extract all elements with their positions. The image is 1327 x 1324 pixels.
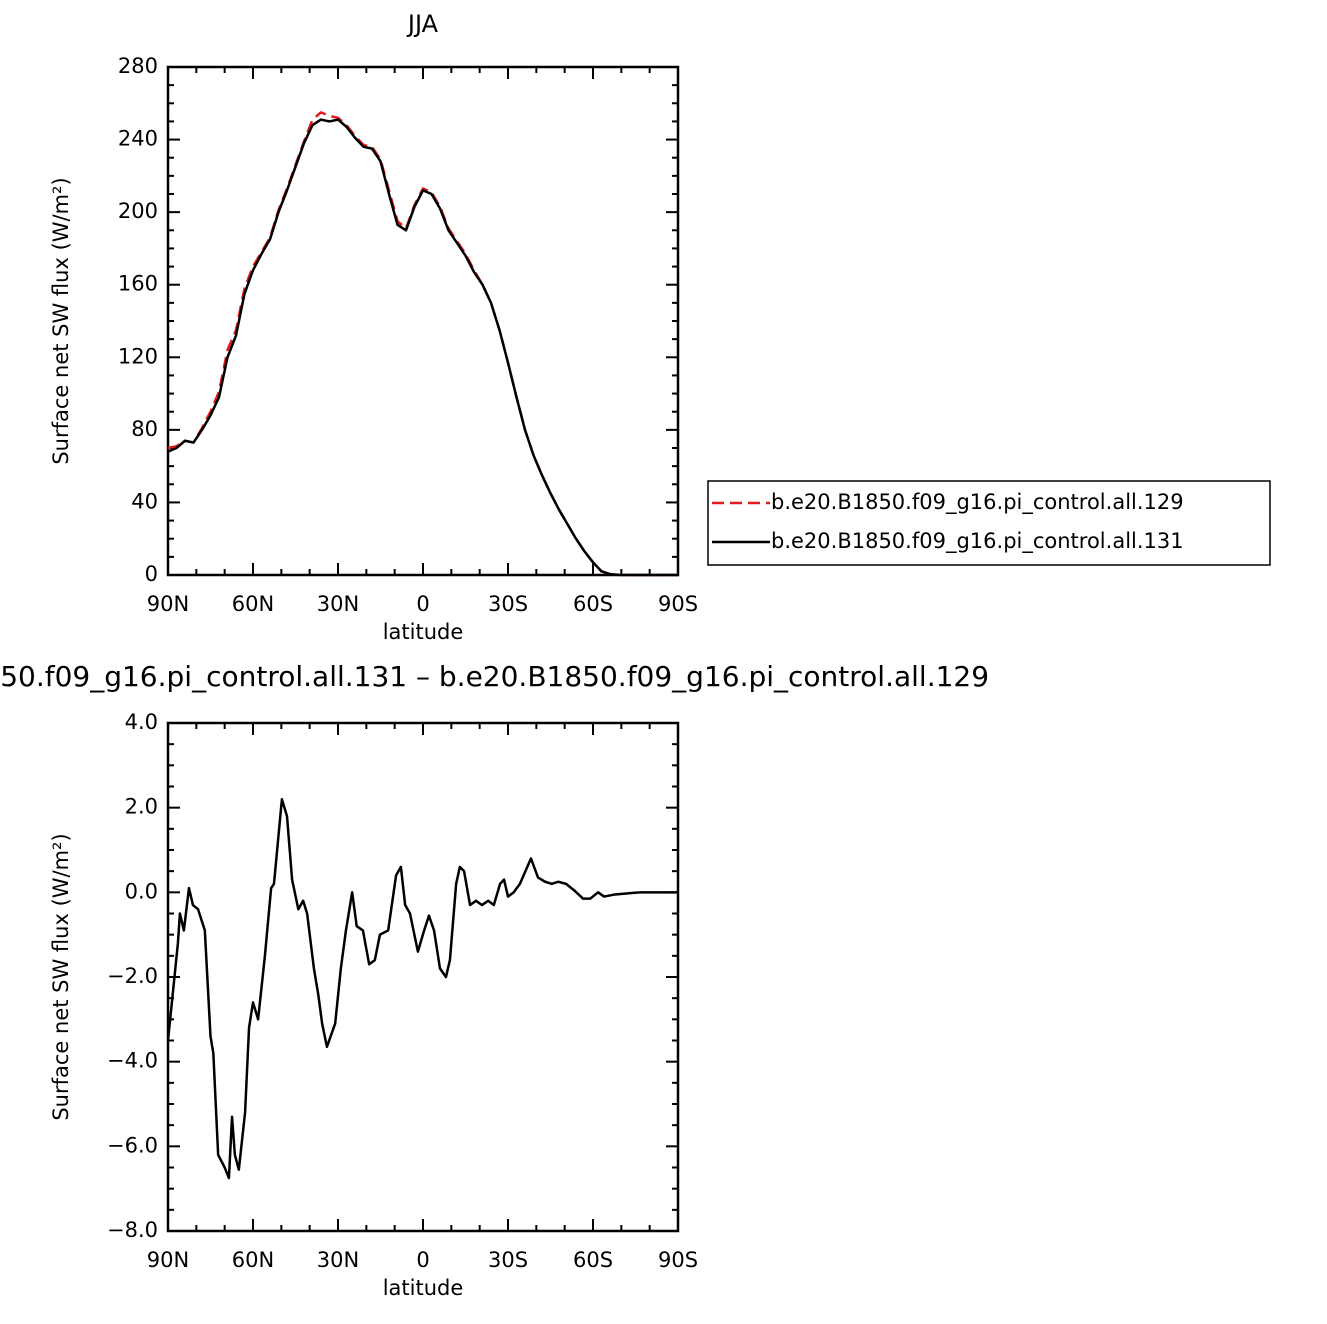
x-tick-label: 60N — [232, 1248, 274, 1272]
x-tick-label: 60N — [232, 592, 274, 616]
y-tick-label: 240 — [118, 127, 158, 151]
chart-title: b.e20.B1850.f09_g16.pi_control.all.131 –… — [0, 660, 989, 693]
x-tick-label: 30N — [317, 1248, 359, 1272]
y-tick-label: 0 — [145, 562, 158, 586]
plot-frame — [166, 65, 680, 577]
y-tick-label: 0.0 — [125, 879, 158, 903]
y-tick-label: 120 — [118, 344, 158, 368]
x-tick-label: 0 — [416, 592, 429, 616]
legend-box — [707, 480, 1271, 566]
y-tick-label: 80 — [131, 417, 158, 441]
x-tick-label: 90S — [658, 1248, 698, 1272]
y-tick-label: −6.0 — [107, 1133, 158, 1157]
data-line — [167, 111, 678, 577]
y-tick-label: 40 — [131, 489, 158, 513]
y-tick-label: −8.0 — [107, 1218, 158, 1242]
y-tick-label: 160 — [118, 272, 158, 296]
x-tick-label: 30S — [488, 592, 528, 616]
x-tick-label: 0 — [416, 1248, 429, 1272]
x-axis-label: latitude — [383, 1276, 464, 1300]
y-axis-label: Surface net SW flux (W/m²) — [49, 833, 73, 1120]
x-tick-label: 60S — [573, 592, 613, 616]
y-tick-label: 4.0 — [125, 710, 158, 734]
y-tick-label: −4.0 — [107, 1049, 158, 1073]
data-line — [166, 797, 678, 1180]
x-tick-label: 90S — [658, 592, 698, 616]
x-tick-label: 30N — [317, 592, 359, 616]
x-axis-label: latitude — [383, 620, 464, 644]
plot-frame — [166, 721, 680, 1233]
y-axis-label: Surface net SW flux (W/m²) — [49, 177, 73, 464]
data-line — [167, 118, 678, 577]
chart-title: JJA — [406, 10, 439, 38]
x-tick-label: 90N — [147, 1248, 189, 1272]
y-tick-label: 200 — [118, 199, 158, 223]
y-tick-label: 280 — [118, 54, 158, 78]
y-tick-label: −2.0 — [107, 964, 158, 988]
x-tick-label: 90N — [147, 592, 189, 616]
legend-label: b.e20.B1850.f09_g16.pi_control.all.131 — [771, 529, 1184, 554]
legend-label: b.e20.B1850.f09_g16.pi_control.all.129 — [771, 490, 1184, 515]
x-tick-label: 60S — [573, 1248, 613, 1272]
x-tick-label: 30S — [488, 1248, 528, 1272]
y-tick-label: 2.0 — [125, 795, 158, 819]
